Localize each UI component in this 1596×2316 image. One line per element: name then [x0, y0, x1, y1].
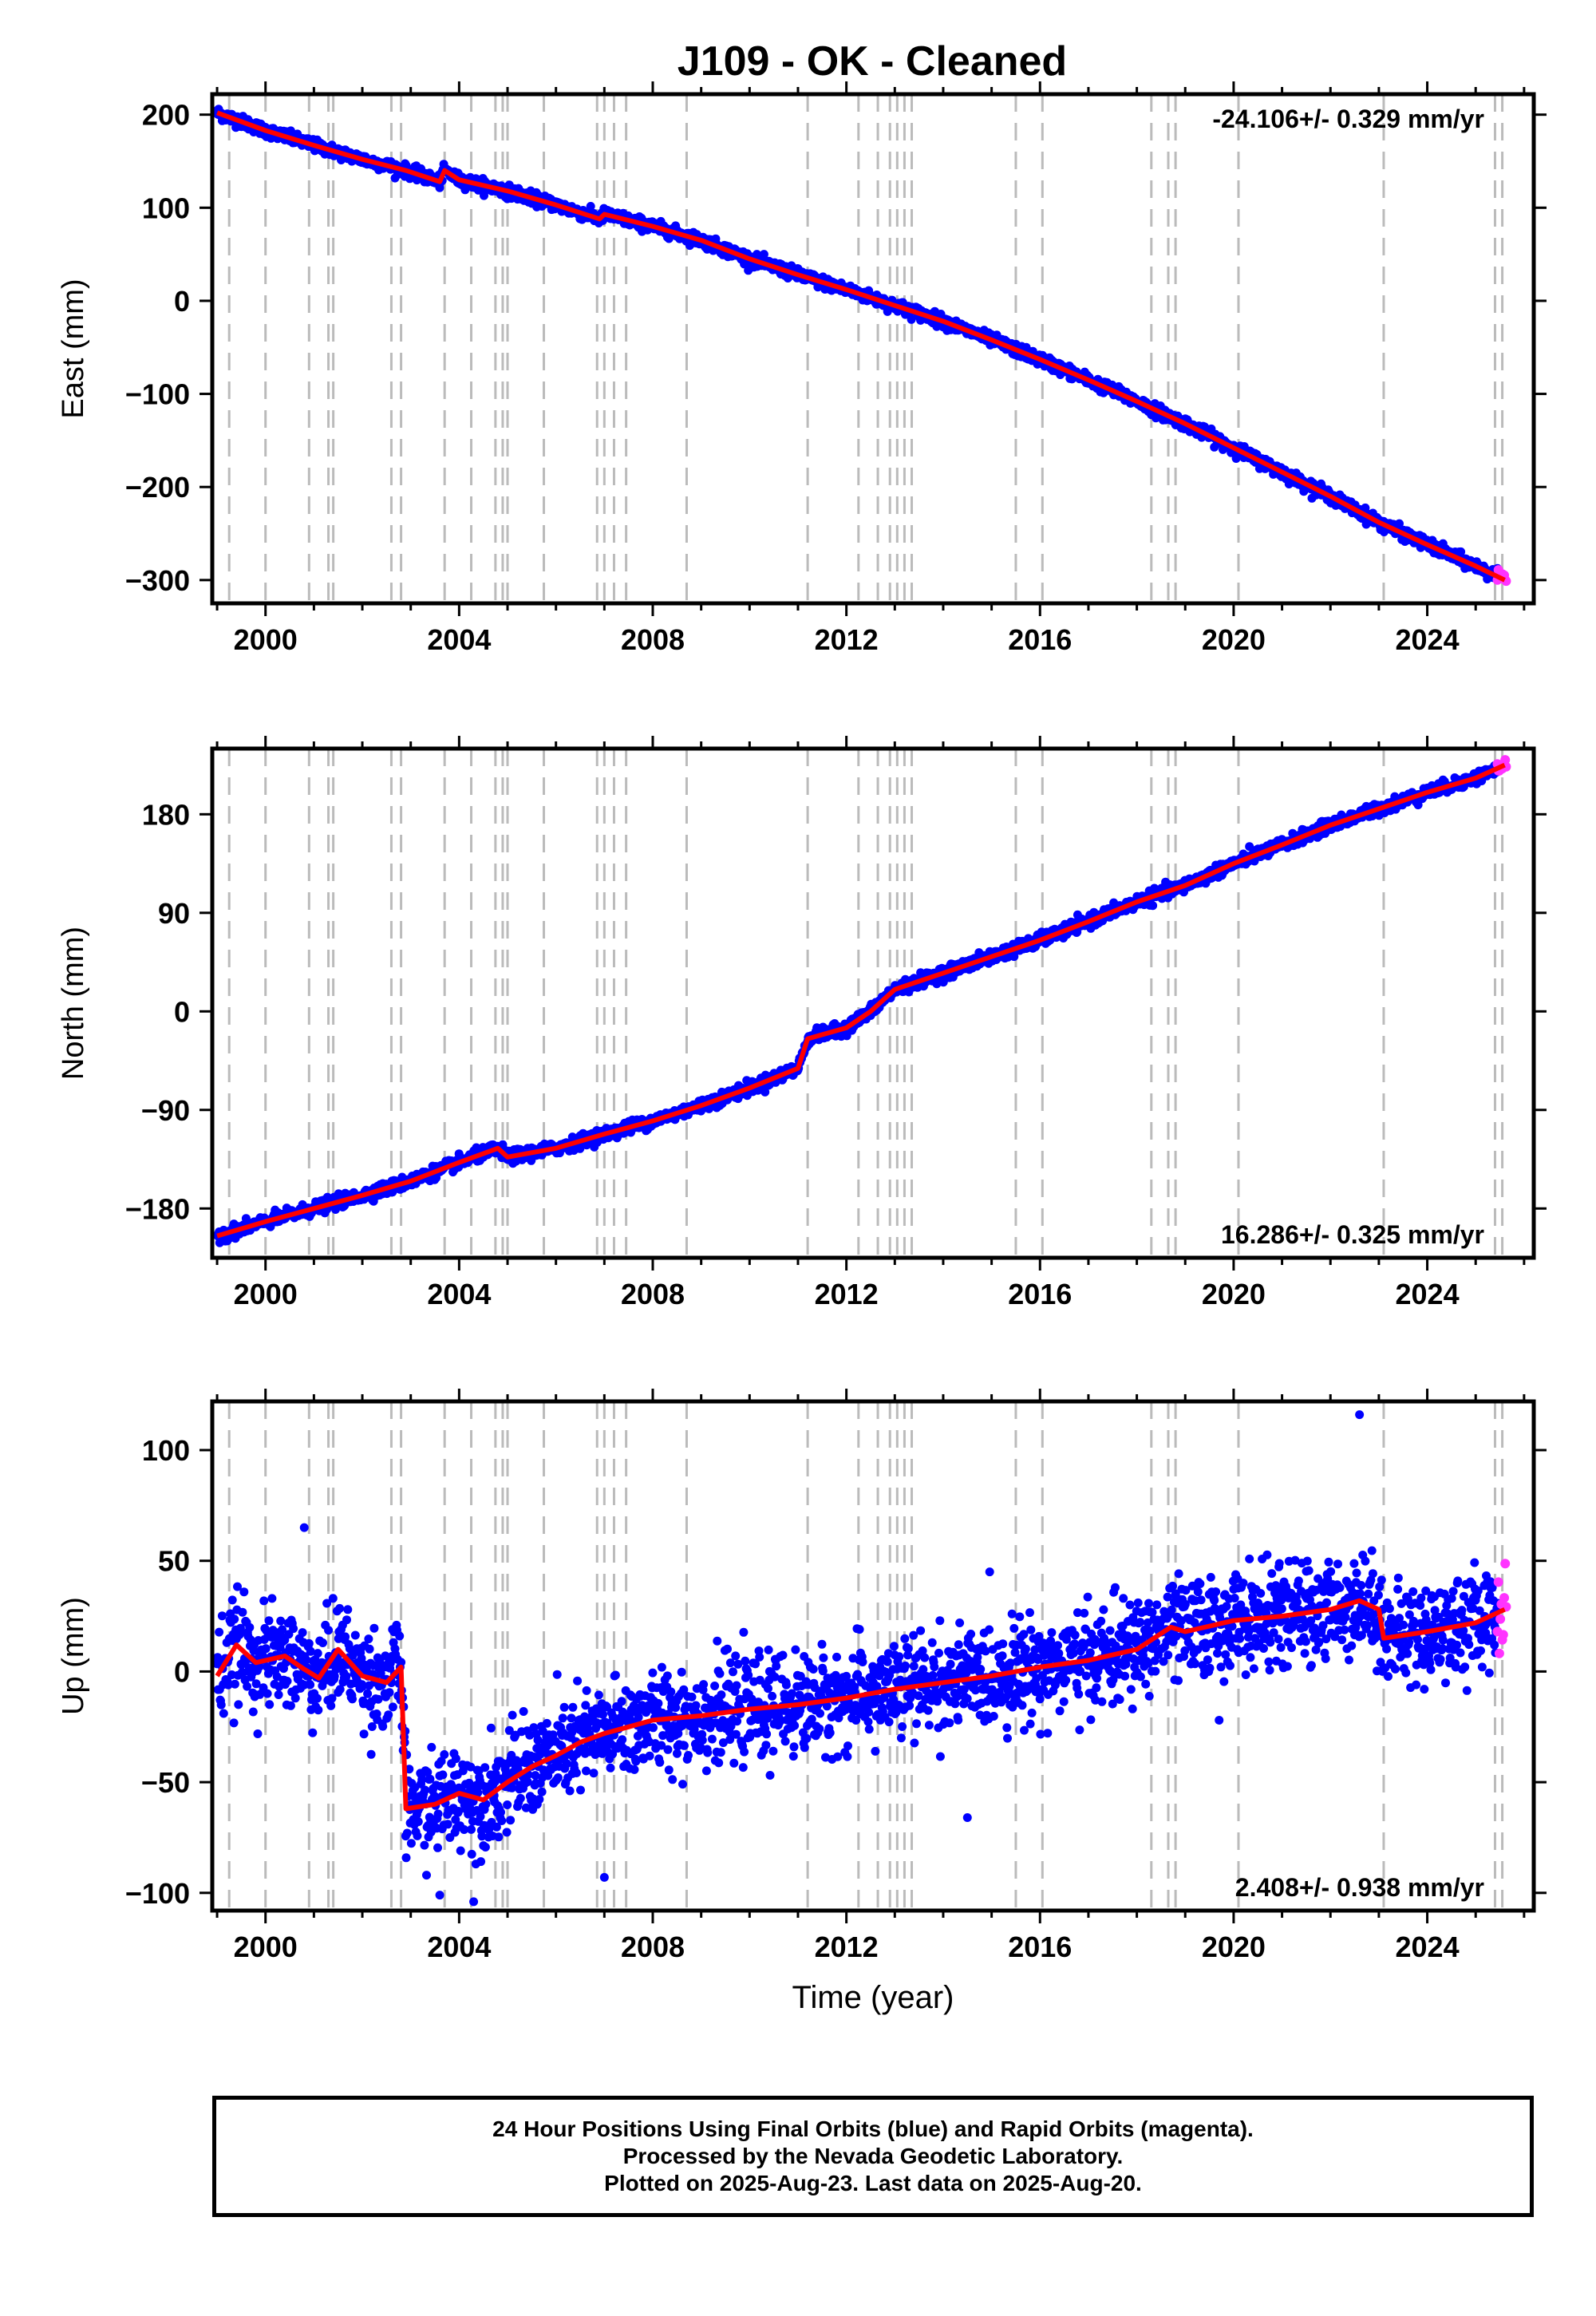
x-tick-label: 2000 [234, 623, 298, 656]
plot-area [212, 94, 1511, 603]
y-tick-label: −200 [125, 471, 190, 504]
model-fit-line [216, 110, 1506, 583]
y-tick-label: 100 [142, 192, 190, 224]
x-tick-label: 2008 [621, 623, 685, 656]
data-point [907, 314, 916, 324]
x-tick-label: 2024 [1396, 623, 1460, 656]
plot-area [212, 749, 1511, 1258]
data-point [759, 250, 768, 259]
panel-north: 2000 2004 2008 2012 2016 2020 2024−180−9009018… [57, 736, 1547, 1310]
x-tick-label: 2012 [815, 623, 879, 656]
y-tick-label: 0 [174, 285, 190, 318]
rate-label: -24.106+/- 0.329 mm/yr [1212, 105, 1484, 133]
data-point [1245, 842, 1254, 852]
y-tick-label: −300 [125, 564, 190, 597]
y-tick-label: −100 [125, 378, 190, 411]
final-orbit-points [212, 105, 1502, 584]
y-tick-label: 200 [142, 99, 190, 132]
chart-title: J109 - OK - Cleaned [678, 38, 1067, 85]
x-tick-label: 2016 [1008, 623, 1072, 656]
panel-frame [210, 92, 1536, 606]
data-point [1148, 901, 1158, 911]
y-axis-label: East (mm) [57, 279, 90, 418]
panel-east: 2000 2004 2008 2012 2016 2020 2024−300−200−100… [57, 81, 1547, 656]
data-point [1395, 519, 1404, 528]
x-tick-label: 2004 [427, 623, 491, 656]
data-point [760, 1087, 770, 1097]
x-tick-label: 2020 [1202, 623, 1266, 656]
data-point [575, 1144, 585, 1153]
data-point [586, 202, 595, 211]
